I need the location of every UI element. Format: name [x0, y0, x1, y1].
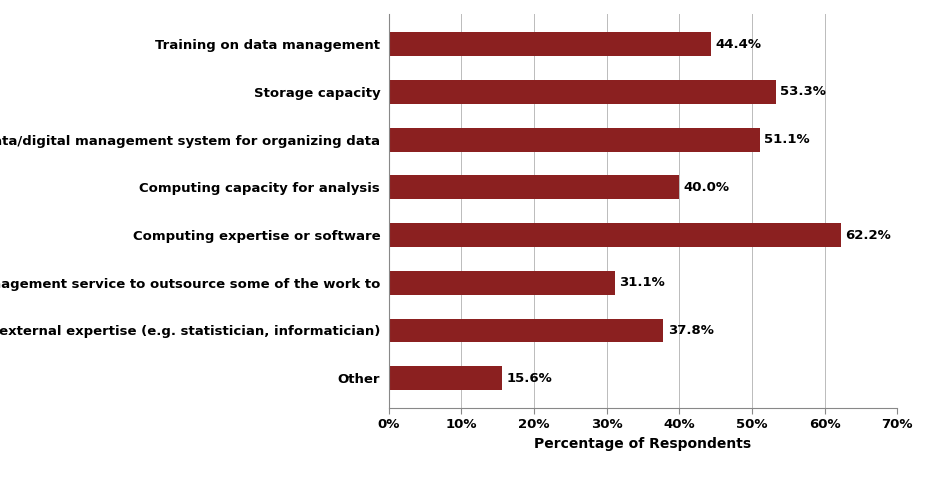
Bar	[388, 80, 776, 104]
Bar	[388, 32, 711, 56]
Text: 51.1%: 51.1%	[764, 133, 810, 146]
Text: 31.1%: 31.1%	[619, 276, 665, 289]
Bar	[388, 175, 679, 199]
X-axis label: Percentage of Respondents: Percentage of Respondents	[535, 437, 751, 451]
Text: 53.3%: 53.3%	[780, 85, 826, 98]
Text: 62.2%: 62.2%	[845, 228, 891, 241]
Bar	[388, 366, 502, 390]
Text: 15.6%: 15.6%	[506, 372, 552, 384]
Text: 40.0%: 40.0%	[684, 181, 730, 194]
Text: 44.4%: 44.4%	[716, 38, 761, 51]
Bar	[388, 319, 663, 342]
Bar	[388, 128, 760, 152]
Bar	[388, 271, 614, 295]
Bar	[388, 223, 841, 247]
Text: 37.8%: 37.8%	[668, 324, 713, 337]
